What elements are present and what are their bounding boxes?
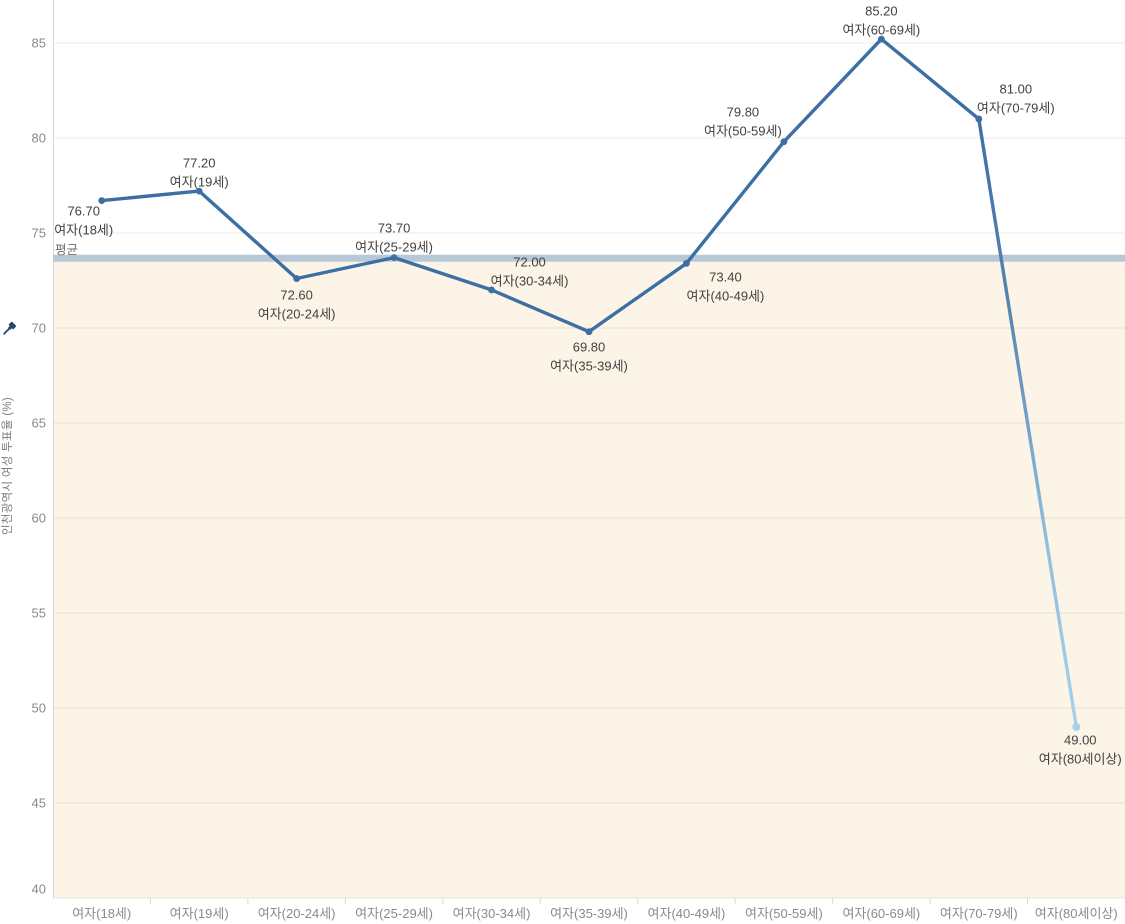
fill-below-average xyxy=(53,261,1125,899)
x-category-label[interactable]: 여자(70-79세) xyxy=(939,906,1018,921)
y-tick-label: 45 xyxy=(31,795,46,811)
data-point-category-label: 여자(70-79세) xyxy=(976,100,1055,116)
y-tick-label: 60 xyxy=(31,510,46,526)
data-point-value-label: 77.20 xyxy=(182,155,216,171)
data-point-value-label: 72.00 xyxy=(513,254,546,270)
y-axis-title: 인천광역시 여성 투표율 (%) xyxy=(2,396,14,536)
average-reference-band[interactable] xyxy=(53,254,1125,262)
y-tick-label: 65 xyxy=(31,415,46,431)
y-tick-label: 50 xyxy=(31,700,46,716)
data-point-category-label: 여자(30-34세) xyxy=(490,273,569,289)
y-tick-label: 40 xyxy=(31,881,46,897)
data-point-category-label: 여자(40-49세) xyxy=(686,288,765,304)
data-point-category-label: 여자(18세) xyxy=(54,222,114,238)
data-point-marker[interactable] xyxy=(975,115,983,123)
data-point-value-label: 73.40 xyxy=(709,269,742,285)
data-point-marker[interactable] xyxy=(98,197,106,205)
x-category-label[interactable]: 여자(18세) xyxy=(72,906,132,921)
y-tick-label: 80 xyxy=(31,130,46,146)
data-point-value-label: 72.60 xyxy=(280,287,313,303)
x-category-label[interactable]: 여자(30-34세) xyxy=(452,906,531,921)
data-point-category-label: 여자(35-39세) xyxy=(550,358,628,374)
x-category-label[interactable]: 여자(80세이상) xyxy=(1034,906,1118,921)
data-point-value-label: 49.00 xyxy=(1063,732,1097,748)
y-tick-label: 85 xyxy=(31,35,46,51)
x-category-label[interactable]: 여자(35-39세) xyxy=(550,906,628,921)
data-point-marker[interactable] xyxy=(488,286,495,294)
series-line xyxy=(100,37,981,334)
x-category-label[interactable]: 여자(60-69세) xyxy=(842,906,921,921)
data-point-value-label: 81.00 xyxy=(999,81,1033,97)
x-category-label[interactable]: 여자(19세) xyxy=(169,906,229,921)
data-point-marker[interactable] xyxy=(293,275,301,282)
data-point-category-label: 여자(80세이상) xyxy=(1038,751,1122,767)
data-point-value-label: 85.20 xyxy=(865,3,898,19)
data-point-marker[interactable] xyxy=(877,35,885,43)
y-tick-label: 70 xyxy=(31,320,46,336)
pin-icon[interactable] xyxy=(1,321,18,340)
data-point-category-label: 여자(25-29세) xyxy=(355,239,433,255)
data-point-category-label: 여자(20-24세) xyxy=(257,306,336,322)
x-category-label[interactable]: 여자(25-29세) xyxy=(355,906,433,921)
data-point-marker[interactable] xyxy=(1072,722,1081,731)
data-point-marker[interactable] xyxy=(585,328,593,336)
data-point-category-label: 여자(50-59세) xyxy=(704,123,782,139)
data-point-value-label: 79.80 xyxy=(726,104,760,120)
data-point-category-label: 여자(19세) xyxy=(169,174,229,190)
average-line-label: 평균 xyxy=(55,242,79,257)
data-point-category-label: 여자(60-69세) xyxy=(842,22,921,38)
x-category-label[interactable]: 여자(40-49세) xyxy=(647,906,726,921)
y-tick-label: 55 xyxy=(31,605,46,621)
y-tick-label: 75 xyxy=(31,225,46,241)
data-point-marker[interactable] xyxy=(390,254,398,262)
x-category-label[interactable]: 여자(20-24세) xyxy=(257,906,336,921)
data-point-value-label: 69.80 xyxy=(572,339,606,355)
data-point-value-label: 76.70 xyxy=(67,203,100,219)
series-line-faded-segment xyxy=(977,117,1078,729)
x-category-label[interactable]: 여자(50-59세) xyxy=(745,906,823,921)
data-point-marker[interactable] xyxy=(780,138,788,146)
data-point-marker[interactable] xyxy=(195,187,203,195)
data-point-value-label: 73.70 xyxy=(377,220,411,236)
data-point-marker[interactable] xyxy=(683,259,690,267)
